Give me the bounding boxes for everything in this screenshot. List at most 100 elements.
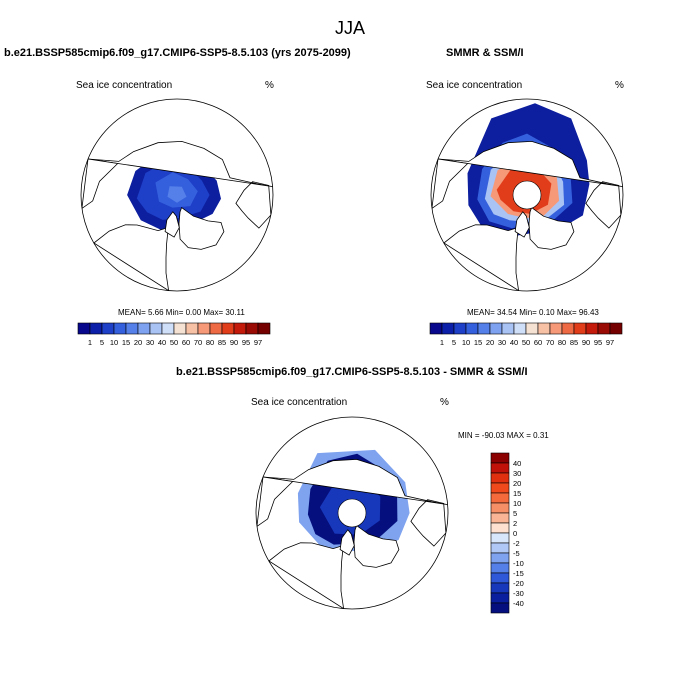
panel1-colorbar-box-5: [137, 322, 151, 335]
panel2-colorbar-label-14: 97: [606, 338, 614, 347]
panel3-colorbar-label-5: 5: [513, 509, 517, 518]
panel1-colorbar-label-13: 95: [242, 338, 250, 347]
panel3-colorbar-box-5: [490, 502, 510, 514]
panel1-stats: MEAN= 5.66 Min= 0.00 Max= 30.11: [118, 308, 245, 317]
panel2-colorbar-label-5: 30: [498, 338, 506, 347]
panel1-colorbar-label-8: 60: [182, 338, 190, 347]
panel2-colorbar-box-14: [597, 322, 611, 335]
panel2-colorbar-label-10: 80: [558, 338, 566, 347]
panel2-colorbar-box-10: [549, 322, 563, 335]
panel3-colorbar-box-8: [490, 532, 510, 544]
panel2-colorbar-box-3: [465, 322, 479, 335]
panel3-units-label: %: [440, 397, 449, 408]
panel2-coastline-0: [443, 224, 520, 291]
panel1-coastline-3: [235, 181, 272, 229]
panel2-title: SMMR & SSM/I: [446, 47, 524, 59]
panel2-colorbar-box-6: [501, 322, 515, 335]
panel1-colorbar: 1 5 10 15 20 30 40 50 60 70 80 85 90 95 97: [77, 322, 271, 347]
panel2-colorbar-label-6: 40: [510, 338, 518, 347]
panel3-coastline-3: [410, 499, 447, 547]
panel1-colorbar-label-14: 97: [254, 338, 262, 347]
panel2-colorbar-label-9: 70: [546, 338, 554, 347]
panel2-colorbar-label-1: 5: [452, 338, 456, 347]
main-title: JJA: [334, 18, 365, 38]
panel2-pole-hole: [512, 180, 542, 210]
panel2-map-boundary: [430, 98, 624, 292]
panel1-colorbar-box-10: [197, 322, 211, 335]
panel1-ice-field-3: [167, 186, 187, 203]
panel3-title: b.e21.BSSP585cmip6.f09_g17.CMIP6-SSP5-8.…: [176, 366, 528, 378]
panel1-colorbar-label-9: 70: [194, 338, 202, 347]
panel1-colorbar-box-2: [101, 322, 115, 335]
panel1-colorbar-box-6: [149, 322, 163, 335]
panel1-variable-label: Sea ice concentration: [76, 80, 173, 91]
panel2-colorbar-label-11: 85: [570, 338, 578, 347]
panel1-colorbar-box-1: [89, 322, 103, 335]
panel2-colorbar-box-11: [561, 322, 575, 335]
panel1-colorbar-label-1: 5: [100, 338, 104, 347]
panel1-colorbar-box-11: [209, 322, 223, 335]
panel1-polar-map: [80, 98, 274, 292]
panel3-colorbar-box-7: [490, 522, 510, 534]
panel3-colorbar-box-14: [490, 592, 510, 604]
panel1-coastline-4: [87, 140, 273, 187]
panel2-colorbar-box-9: [537, 322, 551, 335]
panel2-colorbar-label-3: 15: [474, 338, 482, 347]
panel3-colorbar-box-13: [490, 582, 510, 594]
panel3-colorbar-label-11: -15: [513, 569, 524, 578]
panel3-colorbar-label-2: 20: [513, 479, 521, 488]
panel3-colorbar-box-12: [490, 572, 510, 584]
panel3-coastline-0: [268, 542, 345, 609]
panel1-colorbar-box-3: [113, 322, 127, 335]
panel3-colorbar-label-0: 40: [513, 459, 521, 468]
panel3-colorbar-label-14: -40: [513, 599, 524, 608]
panel3-colorbar-label-8: -2: [513, 539, 520, 548]
panel1-colorbar-label-7: 50: [170, 338, 178, 347]
panel3-colorbar-box-2: [490, 472, 510, 484]
panel3-map-boundary: [255, 416, 449, 610]
panel2-colorbar-box-2: [453, 322, 467, 335]
panel2-coastline-1: [528, 206, 575, 250]
panel3-colorbar-box-4: [490, 492, 510, 504]
panel2-variable-label: Sea ice concentration: [426, 80, 523, 91]
panel2-colorbar-box-5: [489, 322, 503, 335]
panel1-colorbar-box-9: [185, 322, 199, 335]
panel2-colorbar-label-4: 20: [486, 338, 494, 347]
panel2-coastline-5: [431, 158, 469, 210]
panel1-map-boundary: [80, 98, 274, 292]
panel2-units-label: %: [615, 80, 624, 91]
panel3-stats: MIN = -90.03 MAX = 0.31: [458, 431, 549, 440]
panel2-colorbar-box-4: [477, 322, 491, 335]
panel3-coastline-4: [262, 458, 448, 505]
panel1-coastline-5: [81, 158, 119, 210]
panel2-colorbar-label-2: 10: [462, 338, 470, 347]
panel2-colorbar-label-12: 90: [582, 338, 590, 347]
panel1-colorbar-label-2: 10: [110, 338, 118, 347]
panel2-coastline-2: [514, 211, 530, 238]
panel2-polar-map: [430, 98, 624, 292]
panel3-colorbar-label-12: -20: [513, 579, 524, 588]
panel3-colorbar-box-15: [490, 602, 510, 614]
panel2-stats: MEAN= 34.54 Min= 0.10 Max= 96.43: [467, 308, 599, 317]
panel1-colorbar-box-14: [245, 322, 259, 335]
panel3-polar-map: [255, 416, 449, 610]
panel1-colorbar-label-12: 90: [230, 338, 238, 347]
panel3-colorbar-label-9: -5: [513, 549, 520, 558]
panel2-coastline-4: [437, 140, 623, 187]
panel3-colorbar-label-13: -30: [513, 589, 524, 598]
panel3-colorbar-label-10: -10: [513, 559, 524, 568]
panel3-colorbar-box-11: [490, 562, 510, 574]
panel1-colorbar-label-0: 1: [88, 338, 92, 347]
panel3-colorbar-label-4: 10: [513, 499, 521, 508]
panel1-coastline-0: [93, 224, 170, 291]
panel1-colorbar-label-10: 80: [206, 338, 214, 347]
panel1-coastline-2: [164, 211, 180, 238]
panel3-colorbar-box-6: [490, 512, 510, 524]
panel1-colorbar-label-3: 15: [122, 338, 130, 347]
panel2-coastline-3: [585, 181, 622, 229]
panel2-colorbar-box-0: [429, 322, 443, 335]
panel2-colorbar-box-13: [585, 322, 599, 335]
panel1-colorbar-box-4: [125, 322, 139, 335]
panel1-colorbar-box-7: [161, 322, 175, 335]
panel1-colorbar-box-0: [77, 322, 91, 335]
